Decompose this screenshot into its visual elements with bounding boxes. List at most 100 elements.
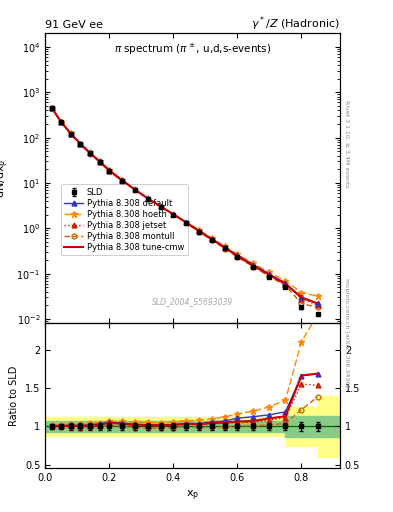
Pythia 8.308 hoeth — [145, 195, 150, 201]
Pythia 8.308 hoeth — [184, 219, 189, 225]
Text: SLD_2004_S5693039: SLD_2004_S5693039 — [152, 297, 233, 306]
Pythia 8.308 montull — [251, 264, 256, 270]
Line: Pythia 8.308 hoeth: Pythia 8.308 hoeth — [48, 104, 321, 299]
Pythia 8.308 default — [209, 236, 214, 242]
Bar — [45, 421, 285, 432]
Pythia 8.308 default — [158, 203, 163, 209]
Pythia 8.308 montull — [107, 168, 112, 174]
Pythia 8.308 tune-cmw — [158, 203, 163, 209]
Pythia 8.308 jetset — [315, 302, 320, 308]
Pythia 8.308 montull — [78, 141, 83, 147]
Text: mcplots.cern.ch [arXiv:1306.3436]: mcplots.cern.ch [arXiv:1306.3436] — [344, 279, 349, 387]
Text: 91 GeV ee: 91 GeV ee — [45, 20, 103, 30]
Pythia 8.308 tune-cmw — [235, 253, 240, 259]
Pythia 8.308 tune-cmw — [120, 177, 125, 183]
Pythia 8.308 hoeth — [158, 203, 163, 209]
Y-axis label: Ratio to SLD: Ratio to SLD — [9, 366, 19, 426]
Pythia 8.308 montull — [171, 212, 176, 218]
Pythia 8.308 tune-cmw — [68, 131, 73, 137]
Pythia 8.308 default — [145, 195, 150, 201]
Pythia 8.308 jetset — [107, 167, 112, 174]
Pythia 8.308 jetset — [78, 141, 83, 147]
Pythia 8.308 default — [120, 177, 125, 183]
Pythia 8.308 tune-cmw — [88, 150, 92, 156]
Pythia 8.308 montull — [132, 187, 137, 194]
Pythia 8.308 jetset — [171, 211, 176, 218]
Text: $\pi$ spectrum ($\pi^\pm$, u,d,s-events): $\pi$ spectrum ($\pi^\pm$, u,d,s-events) — [114, 42, 271, 57]
Bar — [318, 416, 340, 437]
Pythia 8.308 hoeth — [68, 131, 73, 137]
Pythia 8.308 montull — [235, 254, 240, 260]
Pythia 8.308 tune-cmw — [283, 281, 288, 287]
Pythia 8.308 jetset — [158, 203, 163, 209]
Pythia 8.308 jetset — [299, 295, 304, 302]
Pythia 8.308 hoeth — [97, 158, 102, 164]
Pythia 8.308 jetset — [88, 150, 92, 156]
Pythia 8.308 montull — [267, 273, 272, 280]
Pythia 8.308 tune-cmw — [97, 159, 102, 165]
Pythia 8.308 montull — [49, 105, 54, 111]
Line: Pythia 8.308 jetset: Pythia 8.308 jetset — [49, 105, 320, 308]
Pythia 8.308 montull — [299, 301, 304, 307]
Pythia 8.308 jetset — [196, 228, 201, 234]
Pythia 8.308 jetset — [235, 253, 240, 260]
Pythia 8.308 default — [59, 119, 64, 125]
Pythia 8.308 hoeth — [49, 104, 54, 111]
Pythia 8.308 jetset — [222, 245, 227, 251]
Pythia 8.308 jetset — [145, 196, 150, 202]
Pythia 8.308 hoeth — [299, 290, 304, 296]
Pythia 8.308 default — [171, 211, 176, 217]
Pythia 8.308 montull — [158, 204, 163, 210]
Pythia 8.308 default — [196, 228, 201, 234]
Pythia 8.308 montull — [184, 220, 189, 226]
Pythia 8.308 hoeth — [132, 186, 137, 192]
Pythia 8.308 default — [235, 252, 240, 259]
Pythia 8.308 jetset — [49, 105, 54, 111]
Pythia 8.308 tune-cmw — [315, 301, 320, 307]
Pythia 8.308 jetset — [209, 237, 214, 243]
Pythia 8.308 tune-cmw — [184, 219, 189, 225]
Pythia 8.308 default — [184, 219, 189, 225]
Pythia 8.308 hoeth — [283, 278, 288, 284]
Pythia 8.308 tune-cmw — [222, 244, 227, 250]
Text: $\gamma^*/Z$ (Hadronic): $\gamma^*/Z$ (Hadronic) — [251, 15, 340, 33]
Pythia 8.308 tune-cmw — [78, 141, 83, 147]
Pythia 8.308 default — [88, 150, 92, 156]
Pythia 8.308 hoeth — [88, 150, 92, 156]
Pythia 8.308 default — [251, 262, 256, 268]
Pythia 8.308 tune-cmw — [299, 294, 304, 301]
Pythia 8.308 montull — [222, 245, 227, 251]
Pythia 8.308 jetset — [97, 159, 102, 165]
Pythia 8.308 tune-cmw — [251, 263, 256, 269]
Pythia 8.308 montull — [120, 178, 125, 184]
Pythia 8.308 hoeth — [59, 119, 64, 125]
Pythia 8.308 montull — [196, 229, 201, 235]
Pythia 8.308 montull — [209, 237, 214, 243]
Pythia 8.308 hoeth — [120, 177, 125, 183]
Pythia 8.308 jetset — [251, 263, 256, 269]
Pythia 8.308 tune-cmw — [49, 105, 54, 111]
Pythia 8.308 jetset — [132, 187, 137, 193]
Pythia 8.308 hoeth — [209, 235, 214, 241]
Pythia 8.308 default — [283, 280, 288, 286]
Pythia 8.308 montull — [59, 119, 64, 125]
Pythia 8.308 default — [49, 105, 54, 111]
Pythia 8.308 hoeth — [315, 293, 320, 299]
Y-axis label: dN/dx$_\mathregular{p}$: dN/dx$_\mathregular{p}$ — [0, 159, 11, 198]
Pythia 8.308 hoeth — [222, 243, 227, 249]
Pythia 8.308 montull — [145, 196, 150, 202]
Pythia 8.308 jetset — [68, 131, 73, 137]
Pythia 8.308 jetset — [267, 272, 272, 279]
Pythia 8.308 tune-cmw — [59, 119, 64, 125]
Bar — [285, 416, 318, 437]
Pythia 8.308 default — [222, 244, 227, 250]
Legend: SLD, Pythia 8.308 default, Pythia 8.308 hoeth, Pythia 8.308 jetset, Pythia 8.308: SLD, Pythia 8.308 default, Pythia 8.308 … — [61, 184, 188, 255]
Pythia 8.308 montull — [88, 151, 92, 157]
Pythia 8.308 hoeth — [251, 261, 256, 267]
Pythia 8.308 default — [68, 131, 73, 137]
Pythia 8.308 jetset — [59, 119, 64, 125]
Line: Pythia 8.308 default: Pythia 8.308 default — [49, 105, 320, 306]
Pythia 8.308 hoeth — [235, 251, 240, 258]
Pythia 8.308 montull — [68, 131, 73, 137]
Pythia 8.308 default — [299, 294, 304, 301]
